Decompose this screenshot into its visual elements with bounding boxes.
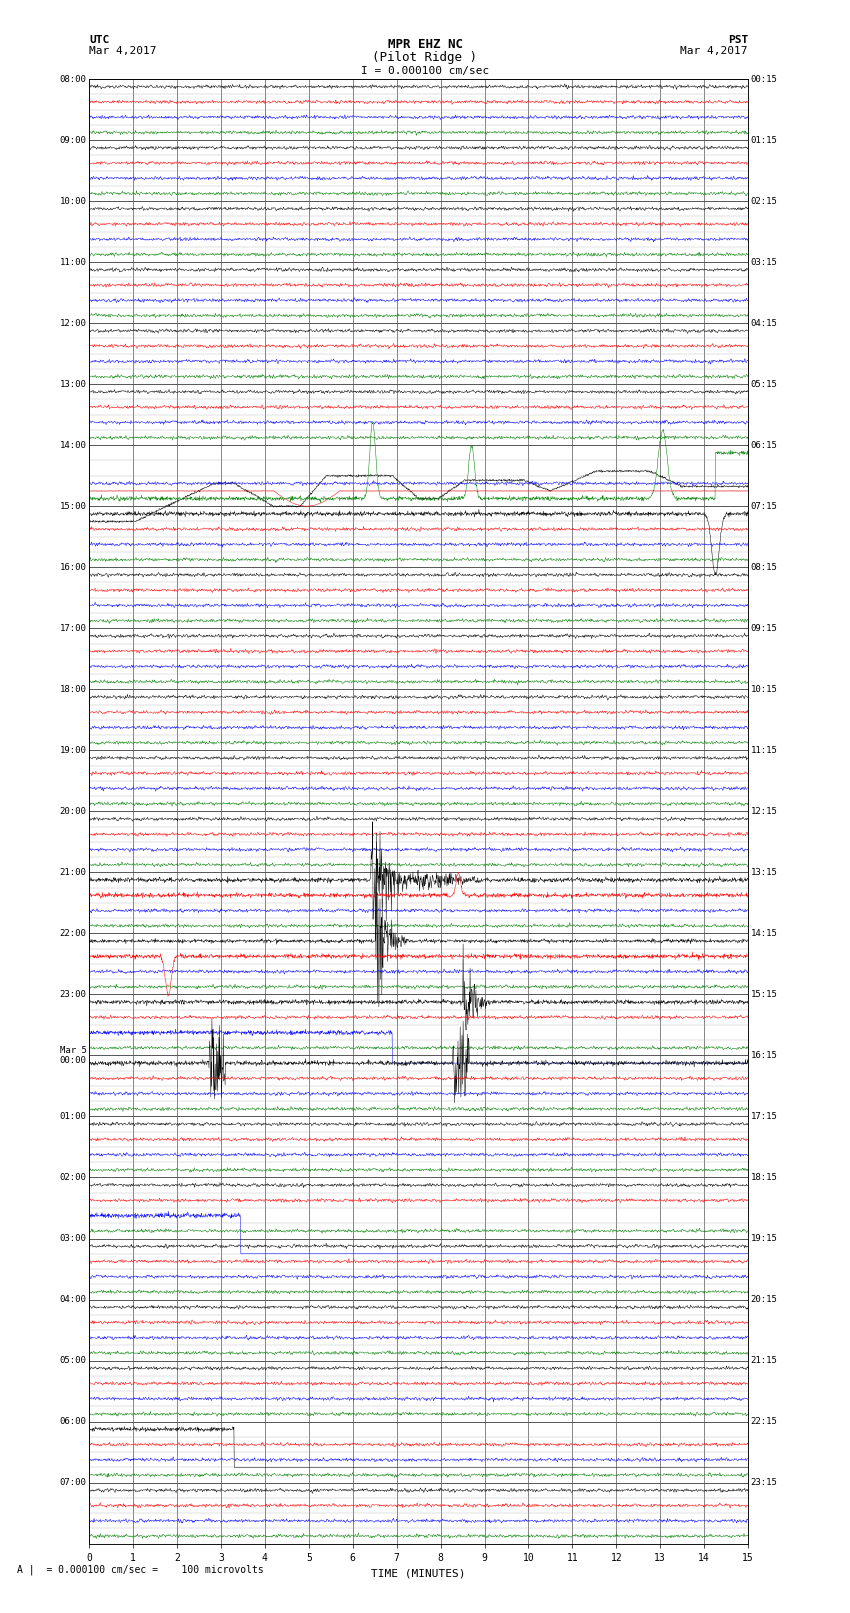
- Text: PST: PST: [728, 35, 748, 45]
- Text: Mar 4,2017: Mar 4,2017: [89, 45, 156, 56]
- Text: Mar 4,2017: Mar 4,2017: [681, 45, 748, 56]
- Text: UTC: UTC: [89, 35, 110, 45]
- Text: MPR EHZ NC: MPR EHZ NC: [388, 37, 462, 50]
- Text: (Pilot Ridge ): (Pilot Ridge ): [372, 50, 478, 65]
- Text: A |  = 0.000100 cm/sec =    100 microvolts: A | = 0.000100 cm/sec = 100 microvolts: [17, 1565, 264, 1576]
- Text: I = 0.000100 cm/sec: I = 0.000100 cm/sec: [361, 66, 489, 76]
- X-axis label: TIME (MINUTES): TIME (MINUTES): [371, 1568, 466, 1578]
